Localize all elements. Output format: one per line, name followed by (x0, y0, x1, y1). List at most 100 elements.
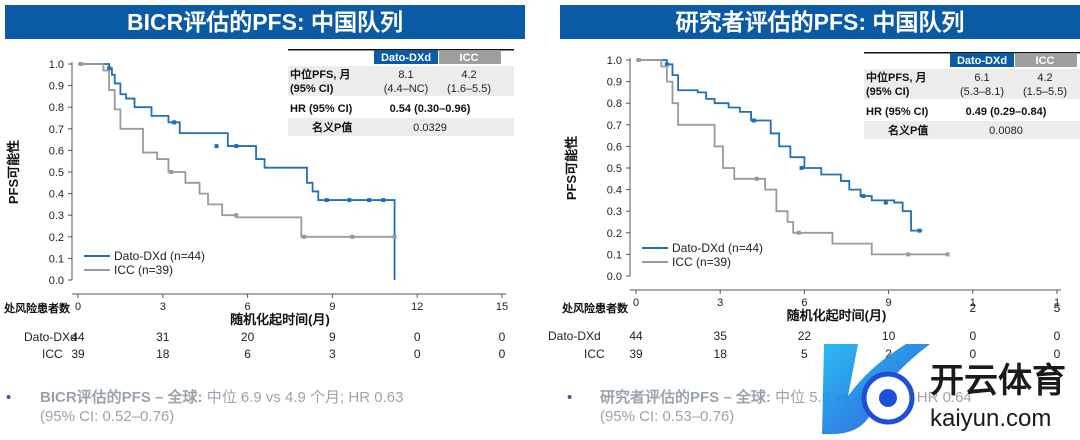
info-head-dato: Dato-DXd (957, 55, 1007, 67)
y-tick-label: 0.3 (607, 206, 622, 218)
censor-mark (636, 58, 641, 62)
y-tick-label: 1.0 (607, 55, 622, 67)
risk-value: 39 (629, 347, 643, 361)
footer-text: 中位 6.9 vs 4.9 个月; HR 0.63 (206, 389, 404, 406)
censor-mark (392, 234, 397, 239)
risk-value: 2 (885, 347, 892, 361)
info-head-icc-bg (439, 50, 501, 64)
y-tick-label: 0.7 (607, 120, 622, 132)
risk-value: 0 (1054, 329, 1061, 343)
info-rule (864, 52, 1080, 54)
info-head-icc: ICC (1036, 55, 1055, 67)
x-tick-label: 6 (801, 297, 807, 309)
info-median-icc: 4.2 (1037, 72, 1052, 84)
info-hr-label: HR (95% CI) (290, 103, 353, 115)
censor-mark (367, 198, 372, 203)
x-tick-label: 9 (886, 297, 892, 309)
risk-value: 0 (499, 347, 506, 361)
risk-value: 6 (244, 347, 251, 361)
legend-label: Dato-DXd (n=44) (672, 241, 763, 255)
x-tick-label: 12 (411, 301, 423, 313)
y-tick-label: 0.0 (49, 275, 64, 287)
info-p-label: 名义P值 (312, 120, 352, 134)
x-tick-label: 15 (496, 301, 508, 313)
censor-mark (107, 66, 112, 71)
risk-table-header: 处风险患者数 (3, 301, 71, 315)
y-tick-label: 0.0 (607, 271, 622, 283)
censor-mark (350, 234, 355, 239)
risk-value: 20 (241, 330, 255, 344)
censor-mark (945, 252, 950, 257)
footer-bold: 研究者评估的PFS – 全球: (600, 389, 771, 406)
y-axis-title: PFS可能性 (6, 140, 21, 204)
risk-value: 31 (156, 330, 170, 344)
km-curve-dato-dxd (636, 59, 923, 232)
y-tick-label: 0.9 (607, 77, 622, 89)
risk-value: 39 (71, 347, 85, 361)
y-tick-label: 0.9 (49, 81, 64, 93)
x-tick-label: 6 (245, 301, 251, 313)
censor-mark (324, 198, 329, 203)
censor-mark (906, 252, 911, 257)
info-ci-label: (95% CI) (866, 86, 910, 98)
info-ci-dato: (4.4–NC) (384, 83, 429, 95)
censor-mark (172, 120, 177, 125)
y-tick-label: 0.2 (607, 228, 622, 240)
censor-mark (234, 144, 239, 149)
risk-value: 0 (414, 330, 421, 344)
info-head-icc: ICC (460, 52, 479, 64)
censor-mark (751, 118, 756, 123)
risk-value: 44 (629, 329, 643, 343)
panel-title: 研究者评估的PFS: 中国队列 (560, 5, 1080, 39)
x-tick-label: 3 (160, 301, 166, 313)
y-tick-label: 0.4 (607, 185, 622, 197)
x-tick-label: 0 (633, 297, 639, 309)
km-chart-investigator: 1.0 0.9 0.8 0.7 0.6 0.5 0.4 0.3 0.2 0.1 0.0 0 3 6 9 1 1 随… (548, 52, 1080, 361)
legend-label: ICC (n=39) (114, 263, 173, 277)
brand-url: kaiyun.com (930, 405, 1051, 432)
risk-extra-value: 5 (1054, 301, 1061, 315)
brand-name: 开云体育 (930, 361, 1066, 401)
risk-value: 0 (969, 347, 976, 361)
info-row-bg (864, 69, 1080, 99)
risk-value: 18 (714, 347, 728, 361)
legend-label: ICC (n=39) (672, 255, 731, 269)
panel-title: BICR评估的PFS: 中国队列 (5, 5, 525, 39)
risk-value: 0 (1054, 347, 1061, 361)
risk-value: 0 (499, 330, 506, 344)
censor-mark (78, 62, 83, 66)
censor-mark (664, 62, 669, 67)
km-curve-icc (636, 59, 948, 256)
risk-value: 35 (714, 329, 728, 343)
censor-mark (754, 176, 759, 181)
y-tick-label: 0.7 (49, 124, 64, 136)
info-median-label: 中位PFS, 月 (866, 70, 927, 84)
censor-mark (796, 230, 801, 235)
watermark-logo: 开云体育 kaiyun.com (822, 344, 1066, 434)
info-median-label: 中位PFS, 月 (290, 67, 351, 81)
y-tick-label: 0.5 (607, 163, 622, 175)
km-chart-bicr: 1.0 0.9 0.8 0.7 0.6 0.5 0.4 0.3 0.2 0.1 0.0 0 3 6 9 12 1… (3, 49, 514, 361)
risk-value: 5 (801, 347, 808, 361)
info-ci-dato: (5.3–8.1) (960, 86, 1004, 98)
x-tick-label: 0 (75, 301, 81, 313)
risk-value: 10 (882, 329, 896, 343)
risk-value: 44 (71, 330, 85, 344)
panel-bicr: BICR评估的PFS: 中国队列 (5, 0, 525, 440)
x-tick-label: 3 (717, 297, 723, 309)
info-hr-label: HR (95% CI) (866, 106, 929, 118)
censor-mark (302, 234, 307, 239)
censor-mark (917, 228, 922, 233)
panel-investigator: 研究者评估的PFS: 中国队列 (560, 0, 1080, 440)
x-tick-label: 9 (329, 301, 335, 313)
censor-mark (381, 198, 386, 203)
footer-note-bicr: BICR评估的PFS – 全球: 中位 6.9 vs 4.9 个月; HR 0.… (40, 388, 403, 426)
info-hr-value: 0.49 (0.29–0.84) (966, 106, 1047, 118)
y-tick-label: 0.5 (49, 167, 64, 179)
censor-mark (861, 194, 866, 199)
info-head-dato-bg (374, 50, 438, 64)
footer-bullet: • (6, 389, 12, 406)
y-tick-label: 0.4 (49, 189, 64, 201)
censor-mark (883, 200, 888, 205)
info-head-dato: Dato-DXd (381, 52, 431, 64)
